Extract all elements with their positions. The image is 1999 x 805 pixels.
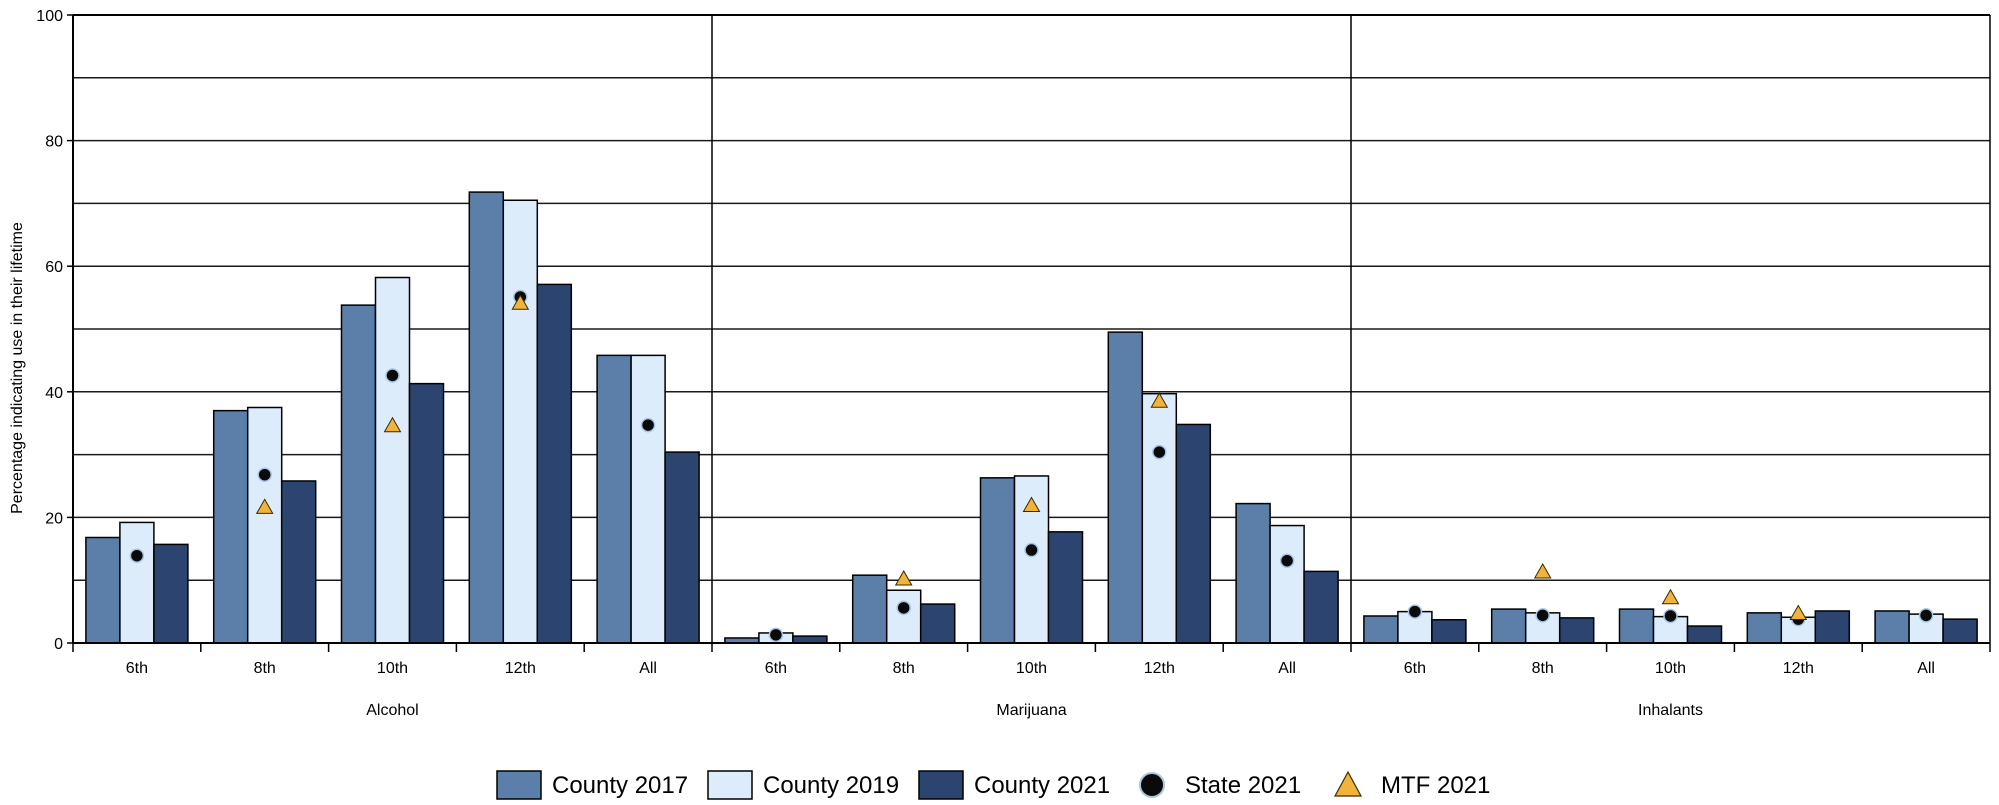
legend-swatch-county-2019 <box>707 770 753 800</box>
marker-state-2021 <box>1407 604 1423 619</box>
y-tick-label: 40 <box>45 385 63 402</box>
bar-county-2021 <box>536 283 573 644</box>
y-tick-label: 20 <box>45 510 63 527</box>
bar-county-2017 <box>1618 608 1655 644</box>
y-tick-label: 0 <box>54 636 63 653</box>
x-tick-label: 6th <box>765 660 787 677</box>
x-tick-label: 10th <box>1655 660 1686 677</box>
legend-label-county-2019: County 2019 <box>763 772 899 799</box>
legend: County 2017 County 2019 County 2021 State 2… <box>496 770 1490 800</box>
x-tick-label: 6th <box>1404 660 1426 677</box>
bar-county-2021 <box>408 382 445 644</box>
bar-county-2019 <box>1141 392 1178 644</box>
bar-county-2017 <box>468 191 505 644</box>
marker-mtf-2021 <box>1661 588 1680 605</box>
marker-mtf-2021 <box>383 416 402 433</box>
x-tick-label: 12th <box>1144 660 1175 677</box>
bar-county-2019 <box>502 199 539 644</box>
bar-county-2017 <box>1746 612 1783 644</box>
legend-label-county-2021: County 2021 <box>974 772 1110 799</box>
x-tick-label: 10th <box>377 660 408 677</box>
bar-county-2017 <box>1107 331 1144 644</box>
bar-county-2021 <box>280 480 317 644</box>
bar-county-2017 <box>340 304 377 644</box>
bar-county-2019 <box>119 521 155 644</box>
group-label: Inhalants <box>1638 702 1703 719</box>
marker-state-2021 <box>385 368 400 383</box>
bar-county-2021 <box>1431 619 1467 644</box>
bar-county-2017 <box>1235 502 1271 644</box>
x-tick-label: 12th <box>1783 660 1814 677</box>
bar-county-2017 <box>1490 608 1527 644</box>
bar-county-2017 <box>85 536 121 644</box>
bar-county-2021 <box>1814 610 1851 644</box>
x-tick-label: 8th <box>254 660 276 677</box>
marker-state-2021 <box>129 548 145 563</box>
x-tick-label: 8th <box>893 660 915 677</box>
marker-mtf-2021 <box>894 569 913 586</box>
bar-county-2021 <box>1558 617 1595 644</box>
group-label: Marijuana <box>996 702 1066 719</box>
legend-swatch-county-2021 <box>918 770 964 800</box>
marker-state-2021 <box>1918 608 1934 623</box>
bar-county-2019 <box>374 276 411 644</box>
marker-mtf-2021 <box>1150 392 1169 408</box>
bar-county-2019 <box>1269 524 1305 644</box>
bar-county-2017 <box>1363 615 1399 644</box>
marker-state-2021 <box>257 467 272 482</box>
bar-county-2019 <box>630 354 666 644</box>
marker-state-2021 <box>1663 608 1678 624</box>
bar-county-2021 <box>153 543 189 644</box>
bar-county-2021 <box>664 451 700 644</box>
x-tick-label: All <box>639 660 657 677</box>
marker-mtf-2021 <box>1789 604 1808 620</box>
x-tick-label: 8th <box>1532 660 1554 677</box>
marker-mtf-2021 <box>511 294 530 310</box>
bar-county-2019 <box>885 589 922 644</box>
x-tick-label: All <box>1278 660 1296 677</box>
bar-county-2017 <box>596 354 632 644</box>
marker-mtf-2021 <box>1533 563 1552 579</box>
y-axis-title: Percentage indicating use in their lifet… <box>9 222 26 514</box>
bar-county-2021 <box>1686 625 1723 644</box>
legend-swatch-mtf-2021 <box>1333 770 1363 797</box>
x-tick-label: 10th <box>1016 660 1047 677</box>
x-tick-label: 12th <box>505 660 536 677</box>
marker-state-2021 <box>768 627 784 643</box>
bar-county-2017 <box>851 574 888 644</box>
marker-state-2021 <box>640 417 656 433</box>
bar-county-2019 <box>246 406 283 644</box>
bar-county-2017 <box>979 477 1016 644</box>
bar-county-2017 <box>212 409 249 644</box>
group-label: Alcohol <box>366 702 418 719</box>
bar-county-2017 <box>1874 610 1910 644</box>
marker-state-2021 <box>1152 444 1167 460</box>
x-tick-label: All <box>1917 660 1935 677</box>
legend-label-county-2017: County 2017 <box>552 772 688 799</box>
bar-county-2021 <box>792 635 828 644</box>
bar-county-2021 <box>1175 423 1212 644</box>
markers <box>129 289 1934 643</box>
legend-swatch-state-2021 <box>1139 772 1165 798</box>
bars <box>85 191 1978 644</box>
marker-mtf-2021 <box>255 498 274 514</box>
y-tick-label: 100 <box>36 8 63 25</box>
marker-mtf-2021 <box>1022 496 1041 512</box>
bar-county-2021 <box>919 603 956 644</box>
marker-state-2021 <box>1535 608 1550 623</box>
legend-label-mtf-2021: MTF 2021 <box>1381 772 1490 799</box>
y-tick-label: 60 <box>45 259 63 276</box>
bar-county-2021 <box>1942 618 1978 644</box>
bar-county-2021 <box>1047 531 1084 644</box>
axes: 0 20 40 60 80 100 6th 8th 10th 12th All Alcohol 6th 8… <box>36 8 1991 719</box>
legend-label-state-2021: State 2021 <box>1185 772 1301 799</box>
marker-state-2021 <box>1279 553 1295 568</box>
marker-state-2021 <box>896 600 911 616</box>
legend-swatch-county-2017 <box>496 770 542 800</box>
marker-state-2021 <box>1024 542 1039 558</box>
bar-county-2021 <box>1303 570 1339 644</box>
x-tick-label: 6th <box>126 660 148 677</box>
y-tick-label: 80 <box>45 134 63 151</box>
